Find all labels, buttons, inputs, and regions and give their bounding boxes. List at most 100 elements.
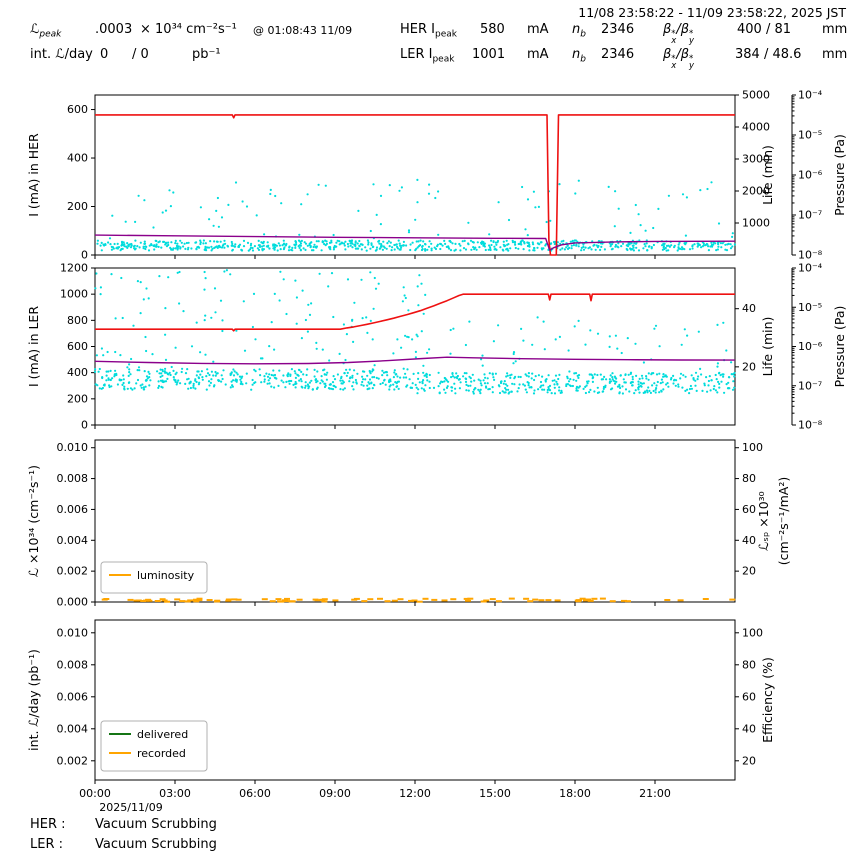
her-status-value: Vacuum Scrubbing: [95, 817, 217, 832]
tick-label: 60: [742, 503, 756, 516]
lpeak-value: .0003: [95, 22, 133, 37]
beta-symbol-y: β: [680, 22, 690, 37]
tick-label: 200: [67, 392, 88, 405]
tick-label: 3000: [742, 153, 770, 166]
tick-label: 20: [742, 360, 756, 373]
nb-subscript: b: [580, 29, 586, 40]
tick-label: 0.002: [57, 754, 89, 767]
intl-units: pb⁻¹: [192, 47, 221, 62]
tick-label: 600: [67, 103, 88, 116]
her-current-panel: 0 200 400 600 1000 2000 3000 4000 5000 I (mA) in …: [26, 89, 847, 262]
tick-label: 80: [742, 658, 756, 671]
her-ipeak-unit: mA: [527, 22, 549, 37]
nb-symbol: n: [572, 22, 581, 37]
luminosity-samples: [101, 597, 736, 603]
beta-supsub-x: * x: [671, 54, 677, 71]
x-tick-label: 00:00: [79, 787, 111, 800]
tick-label: 40: [742, 722, 756, 735]
tick-label: 0.004: [57, 534, 89, 547]
tick-label: 20: [742, 565, 756, 578]
ler-lifetime: [94, 356, 736, 365]
luminosity-ylabel-right-1: ℒₛₚ ×10³⁰: [756, 491, 771, 550]
tick-label: 200: [67, 200, 88, 213]
beta-symbol-y: β: [680, 47, 690, 62]
x-tick-label: 21:00: [639, 787, 671, 800]
header-row-1: ℒpeak .0003 × 10³⁴ cm⁻²s⁻¹ @ 01:08:43 11…: [0, 22, 864, 46]
x-tick-label: 12:00: [399, 787, 431, 800]
x-tick-label: 18:00: [559, 787, 591, 800]
ler-ipeak-unit: mA: [527, 47, 549, 62]
tick-label: 40: [742, 302, 756, 315]
ler-pressure-band-a: [93, 367, 415, 391]
tick-label: 600: [67, 340, 88, 353]
tick-label: 60: [742, 690, 756, 703]
tick-label: 1200: [60, 262, 88, 275]
ler-current-panel: 0 200 400 600 800 1000 1200 20 40 I (mA) in LER Li…: [26, 262, 847, 432]
her-current-ylabel-left: I (mA) in HER: [26, 133, 41, 217]
intl-label: int. ℒ/day: [30, 47, 93, 62]
luminosity-panel: 0.000 0.002 0.004 0.006 0.008 0.010 20 40 60 80 10…: [26, 439, 791, 609]
integrated-luminosity-panel: 0.002 0.004 0.006 0.008 0.010 20 40 60 80 100 00:0…: [26, 619, 775, 814]
header-row-2: int. ℒ/day 0 / 0 pb⁻¹ LER Ipeak 1001 mA …: [0, 47, 864, 70]
her-ipeak-value: 580: [480, 22, 505, 37]
tick-label: 0: [81, 419, 88, 432]
pressure-tick-label: 10⁻⁷: [798, 379, 822, 392]
tick-label: 0.010: [57, 441, 89, 454]
lpeak-units: × 10³⁴ cm⁻²s⁻¹: [140, 22, 237, 37]
tick-label: 0: [81, 249, 88, 262]
ler-current-ylabel-right: Life (min): [760, 317, 775, 377]
pressure-tick-label: 10⁻⁵: [798, 129, 822, 142]
x-date-label: 2025/11/09: [99, 801, 162, 814]
legend-label: recorded: [137, 747, 186, 760]
tick-label: 0.008: [57, 472, 89, 485]
luminosity-ylabel-right-2: (cm⁻²s⁻¹/mA²): [776, 477, 791, 565]
tick-label: 400: [67, 366, 88, 379]
her-pressure-band: [96, 239, 737, 252]
ler-nb-label: nb: [572, 47, 586, 65]
ler-ipeak-label: LER Ipeak: [400, 47, 454, 65]
luminosity-legend: [100, 561, 208, 594]
nb-symbol: n: [572, 47, 581, 62]
pressure-tick-label: 10⁻⁷: [798, 209, 822, 222]
tick-label: 80: [742, 472, 756, 485]
her-beam-current: [95, 114, 735, 256]
tick-label: 5000: [742, 89, 770, 102]
x-tick-label: 03:00: [159, 787, 191, 800]
beta-separator: /: [676, 47, 681, 62]
legend-label: luminosity: [137, 569, 195, 582]
ler-status-row: LER : Vacuum Scrubbing: [0, 837, 864, 857]
tick-label: 0.006: [57, 503, 89, 516]
ler-beta-values: 384 / 48.6: [735, 47, 802, 62]
pressure-tick-label: 10⁻⁶: [798, 169, 823, 182]
beta-separator: /: [676, 22, 681, 37]
pressure-tick-label: 10⁻⁴: [798, 262, 823, 275]
tick-label: 0.010: [57, 626, 89, 639]
lpeak-subscript: peak: [39, 29, 62, 40]
her-ipeak-text: HER I: [400, 22, 435, 37]
tick-label: 40: [742, 534, 756, 547]
tick-label: 400: [67, 152, 88, 165]
tick-label: 0.000: [57, 596, 89, 609]
ler-beam-current: [95, 293, 735, 332]
luminosity-ylabel-left: ℒ ×10³⁴ (cm⁻²s⁻¹): [26, 465, 41, 577]
tick-label: 1000: [60, 288, 88, 301]
x-tick-label: 15:00: [479, 787, 511, 800]
x-tick-label: 06:00: [239, 787, 271, 800]
ler-beta-unit: mm: [822, 47, 848, 62]
ler-pressure-outliers-a: [94, 269, 429, 369]
ler-beta-label: β * x/β * y: [663, 47, 694, 70]
tick-label: 800: [67, 314, 88, 327]
tick-label: 0.002: [57, 565, 89, 578]
beta-supsub-x: * x: [671, 29, 677, 46]
lpeak-symbol: ℒ: [30, 22, 40, 37]
tick-label: 4000: [742, 121, 770, 134]
tick-label: 0.004: [57, 722, 89, 735]
her-lifetime: [94, 234, 736, 251]
ler-nb-value: 2346: [601, 47, 635, 62]
tick-label: 2000: [742, 185, 770, 198]
tick-label: 20: [742, 754, 756, 767]
pressure-tick-label: 10⁻⁶: [798, 340, 823, 353]
ler-ipeak-value: 1001: [472, 47, 506, 62]
beta-symbol-x: β: [663, 47, 672, 62]
